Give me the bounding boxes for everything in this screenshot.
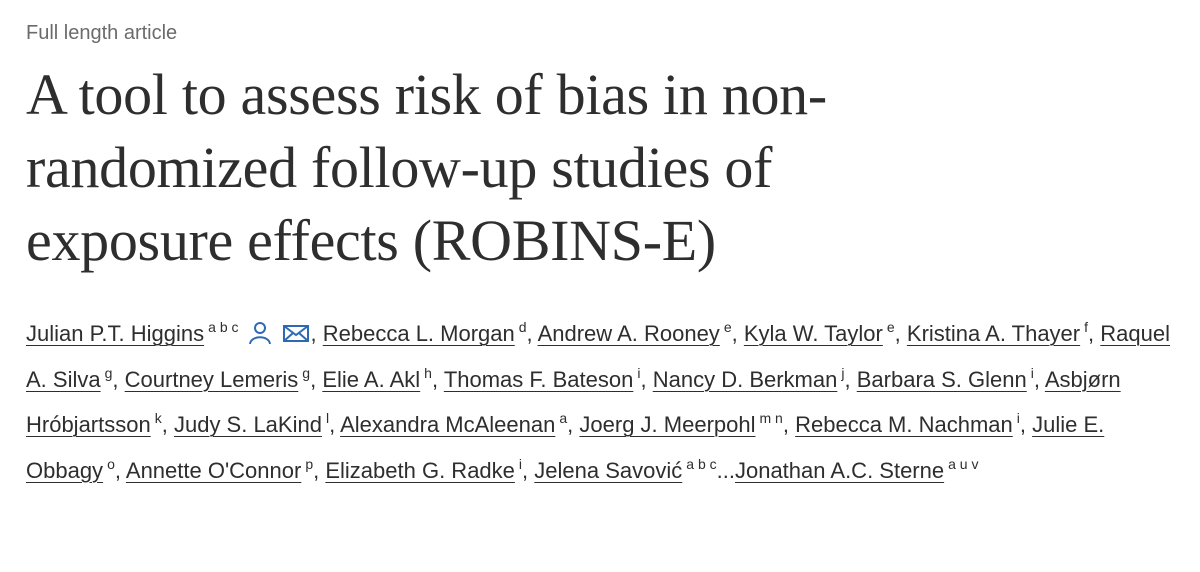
- author-entry: Alexandra McAleenan a: [340, 410, 568, 437]
- author-name[interactable]: Thomas F. Bateson: [443, 366, 634, 392]
- author-affiliations: h: [424, 364, 432, 381]
- author-name[interactable]: Jonathan A.C. Sterne: [734, 457, 945, 483]
- author-name[interactable]: Barbara S. Glenn: [856, 366, 1027, 392]
- author-icons: [239, 321, 311, 346]
- author-entry: Elizabeth G. Radke i: [325, 455, 523, 483]
- person-icon[interactable]: [247, 320, 273, 346]
- separator: ,: [310, 321, 317, 346]
- separator: ,: [329, 412, 336, 437]
- author-affiliations: i: [518, 455, 523, 472]
- separator: ,: [431, 366, 439, 392]
- separator: ,: [313, 457, 320, 483]
- author-entry: Rebecca M. Nachman i: [795, 410, 1020, 437]
- author-name[interactable]: Judy S. LaKind: [173, 412, 322, 437]
- author-name[interactable]: Elie A. Akl: [322, 366, 421, 392]
- author-entry: Rebecca L. Morgan d: [322, 319, 527, 346]
- author-affiliations: d: [518, 319, 527, 335]
- separator: ,: [1088, 321, 1095, 346]
- author-list: Julian P.T. Higgins a b c, Rebecca L. Mor…: [26, 311, 1176, 493]
- author-name[interactable]: Elizabeth G. Radke: [325, 457, 515, 483]
- author-name[interactable]: Raquel A. Silva: [26, 321, 1170, 392]
- author-entry: Judy S. LaKind l: [173, 410, 330, 437]
- author-entry: Barbara S. Glenn i: [856, 364, 1034, 392]
- author-entry: Andrew A. Rooney e: [537, 319, 732, 346]
- separator: ,: [526, 321, 533, 346]
- author-affiliations: g: [302, 364, 311, 381]
- author-name[interactable]: Rebecca L. Morgan: [322, 321, 515, 346]
- author-affiliations: e: [723, 319, 732, 335]
- author-name[interactable]: Rebecca M. Nachman: [795, 412, 1013, 437]
- separator: ,: [1033, 366, 1040, 392]
- author-name[interactable]: Kristina A. Thayer: [906, 321, 1081, 346]
- author-entry: Julie E. Obbagy o: [26, 412, 1104, 483]
- author-name[interactable]: Joerg J. Meerpohl: [579, 412, 756, 437]
- author-entry: Asbjørn Hróbjartsson k: [26, 367, 1121, 438]
- author-entry: Kristina A. Thayer f: [906, 319, 1089, 346]
- author-affiliations: k: [154, 410, 162, 426]
- separator: ,: [114, 457, 121, 483]
- author-affiliations: m n: [759, 410, 783, 426]
- author-name[interactable]: Julian P.T. Higgins: [26, 321, 205, 346]
- separator: ,: [112, 366, 119, 392]
- separator: ,: [782, 412, 789, 437]
- author-entry: Raquel A. Silva g: [26, 321, 1170, 392]
- author-entry: Elie A. Akl h: [322, 364, 432, 392]
- separator: ,: [567, 412, 574, 437]
- author-affiliations: i: [637, 364, 641, 381]
- author-entry: Courtney Lemeris g: [124, 364, 311, 392]
- author-affiliations: j: [841, 364, 845, 381]
- author-entry: Joerg J. Meerpohl m n: [579, 410, 783, 437]
- author-affiliations: i: [1030, 364, 1034, 381]
- author-name[interactable]: Andrew A. Rooney: [537, 321, 720, 346]
- author-entry: Julian P.T. Higgins a b c: [26, 319, 311, 346]
- separator: ,: [640, 366, 647, 392]
- separator: ,: [731, 321, 738, 346]
- author-name[interactable]: Jelena Savović: [534, 457, 683, 483]
- separator: ,: [161, 412, 168, 437]
- email-icon[interactable]: [281, 320, 311, 346]
- author-name[interactable]: Courtney Lemeris: [124, 366, 299, 392]
- author-affiliations: a: [559, 410, 568, 426]
- article-type: Full length article: [26, 22, 178, 44]
- author-entry: Annette O'Connor p: [125, 455, 314, 483]
- author-name[interactable]: Asbjørn Hróbjartsson: [26, 366, 1121, 438]
- ellipsis[interactable]: ...: [716, 457, 735, 483]
- separator: ,: [894, 321, 901, 346]
- author-affiliations: f: [1084, 319, 1089, 335]
- author-name[interactable]: Annette O'Connor: [125, 457, 302, 483]
- author-affiliations: o: [107, 455, 115, 472]
- author-entry: Jelena Savović a b c: [534, 455, 717, 483]
- separator: ,: [310, 366, 317, 392]
- author-name[interactable]: Nancy D. Berkman: [652, 366, 838, 392]
- separator: ,: [844, 366, 851, 392]
- author-affiliations: e: [886, 319, 895, 335]
- separator: ,: [522, 457, 529, 483]
- author-affiliations: g: [104, 364, 113, 381]
- author-affiliations: l: [325, 410, 330, 426]
- author-affiliations: a b c: [686, 455, 717, 472]
- author-name[interactable]: Julie E. Obbagy: [26, 412, 1105, 483]
- author-affiliations: p: [305, 455, 314, 472]
- author-affiliations: a u v: [948, 455, 979, 472]
- author-entry: Kyla W. Taylor e: [743, 319, 895, 346]
- separator: ,: [1019, 412, 1026, 437]
- author-name[interactable]: Kyla W. Taylor: [743, 321, 883, 346]
- author-entry: Thomas F. Bateson i: [443, 364, 641, 392]
- author-entry: Jonathan A.C. Sterne a u v: [734, 455, 979, 483]
- author-entry: Nancy D. Berkman j: [652, 364, 845, 392]
- author-affiliations: a b c: [208, 319, 239, 335]
- article-header: Full length article A tool to assess ris…: [26, 22, 1176, 493]
- author-affiliations: i: [1016, 410, 1020, 426]
- article-title: A tool to assess risk of bias in non-ran…: [26, 62, 827, 273]
- author-name[interactable]: Alexandra McAleenan: [340, 412, 556, 437]
